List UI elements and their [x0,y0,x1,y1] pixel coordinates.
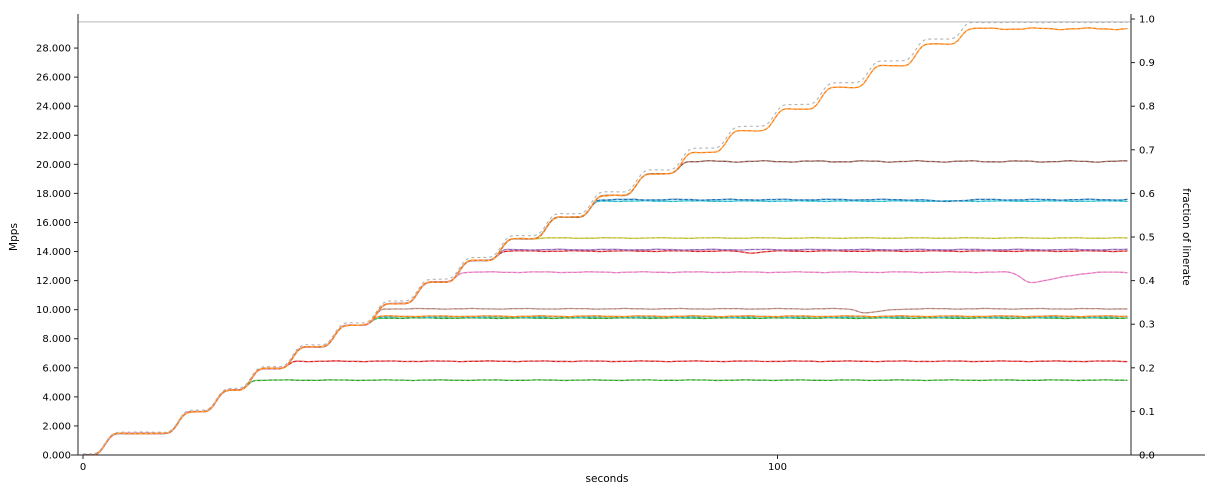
y-right-tick-label: 0.8 [1139,102,1155,113]
y-left-tick-label: 10.000 [36,305,71,316]
series-rosybrown-10-errorbars [83,307,1128,455]
y-axis-label-left: Mpps [8,223,20,251]
y-left-tick-label: 20.000 [36,160,71,171]
y-right-tick-label: 0.1 [1139,407,1155,418]
series-green-9-errorbars [83,317,1128,455]
y-left-tick-label: 4.000 [42,392,71,403]
plot-area [78,21,1131,455]
series-red-14-errorbars [83,250,1128,455]
y-left-tick-label: 22.000 [36,131,71,142]
series-green-9 [83,317,1128,455]
y-right-tick-label: 0.4 [1139,276,1155,287]
series-pink-12 [82,271,1128,455]
y-left-tick-label: 24.000 [36,102,71,113]
offered-load [82,21,1128,455]
series-teal-9-errorbars [82,316,1128,455]
x-tick-label: 100 [768,462,787,473]
series-red-14 [83,249,1128,455]
y-left-tick-label: 14.000 [36,247,71,258]
series-orange-29-errorbars [83,27,1128,455]
y-right-tick-label: 0.5 [1139,233,1155,244]
x-axis-label: seconds [585,473,629,483]
series-teal-9 [82,315,1128,455]
y-left-tick-label: 18.000 [36,189,71,200]
series-cyan-17-errorbars [82,200,1128,455]
y-right-tick-label: 0.6 [1139,189,1155,200]
series-rosybrown-10 [83,307,1128,455]
series-purple-14 [82,248,1128,455]
series-red-6 [82,360,1128,455]
series-pink-12-errorbars [82,271,1128,455]
series-orange-29 [83,27,1128,455]
series-olive-14 [82,237,1128,455]
series-orange-9 [82,315,1128,455]
series-brown-20-errorbars [82,160,1128,455]
y-axis-label-right: fraction of linerate [1180,188,1192,286]
series-olive-14-errorbars [82,237,1128,455]
series-orange-9-errorbars [82,315,1128,455]
axes: 0.000 2.000 4.000 6.000 8.000 10.000 12.000 14.… [36,14,1205,473]
y-left-tick-label: 16.000 [36,218,71,229]
y-right-tick-label: 0.9 [1139,58,1155,69]
x-tick-label: 0 [80,462,86,473]
y-left-tick-label: 12.000 [36,276,71,287]
y-right-tick-label: 0.7 [1139,145,1155,156]
series-green-5-errorbars [82,379,1128,455]
y-right-tick-label: 0.0 [1139,451,1155,462]
series-red-6-errorbars [82,360,1128,455]
series-cyan-17 [82,200,1128,455]
y-left-tick-label: 6.000 [42,363,71,374]
y-left-tick-label: 0.000 [42,451,71,462]
y-right-tick-label: 0.2 [1139,363,1155,374]
y-left-tick-label: 28.000 [36,44,71,55]
series-purple-14-errorbars [82,248,1128,455]
y-left-tick-label: 26.000 [36,73,71,84]
series-brown-20 [82,160,1128,455]
series-green-5 [82,379,1128,455]
y-left-tick-label: 8.000 [42,334,71,345]
y-left-tick-label: 2.000 [42,421,71,432]
y-right-tick-label: 0.3 [1139,320,1155,331]
y-right-tick-label: 1.0 [1139,15,1155,26]
